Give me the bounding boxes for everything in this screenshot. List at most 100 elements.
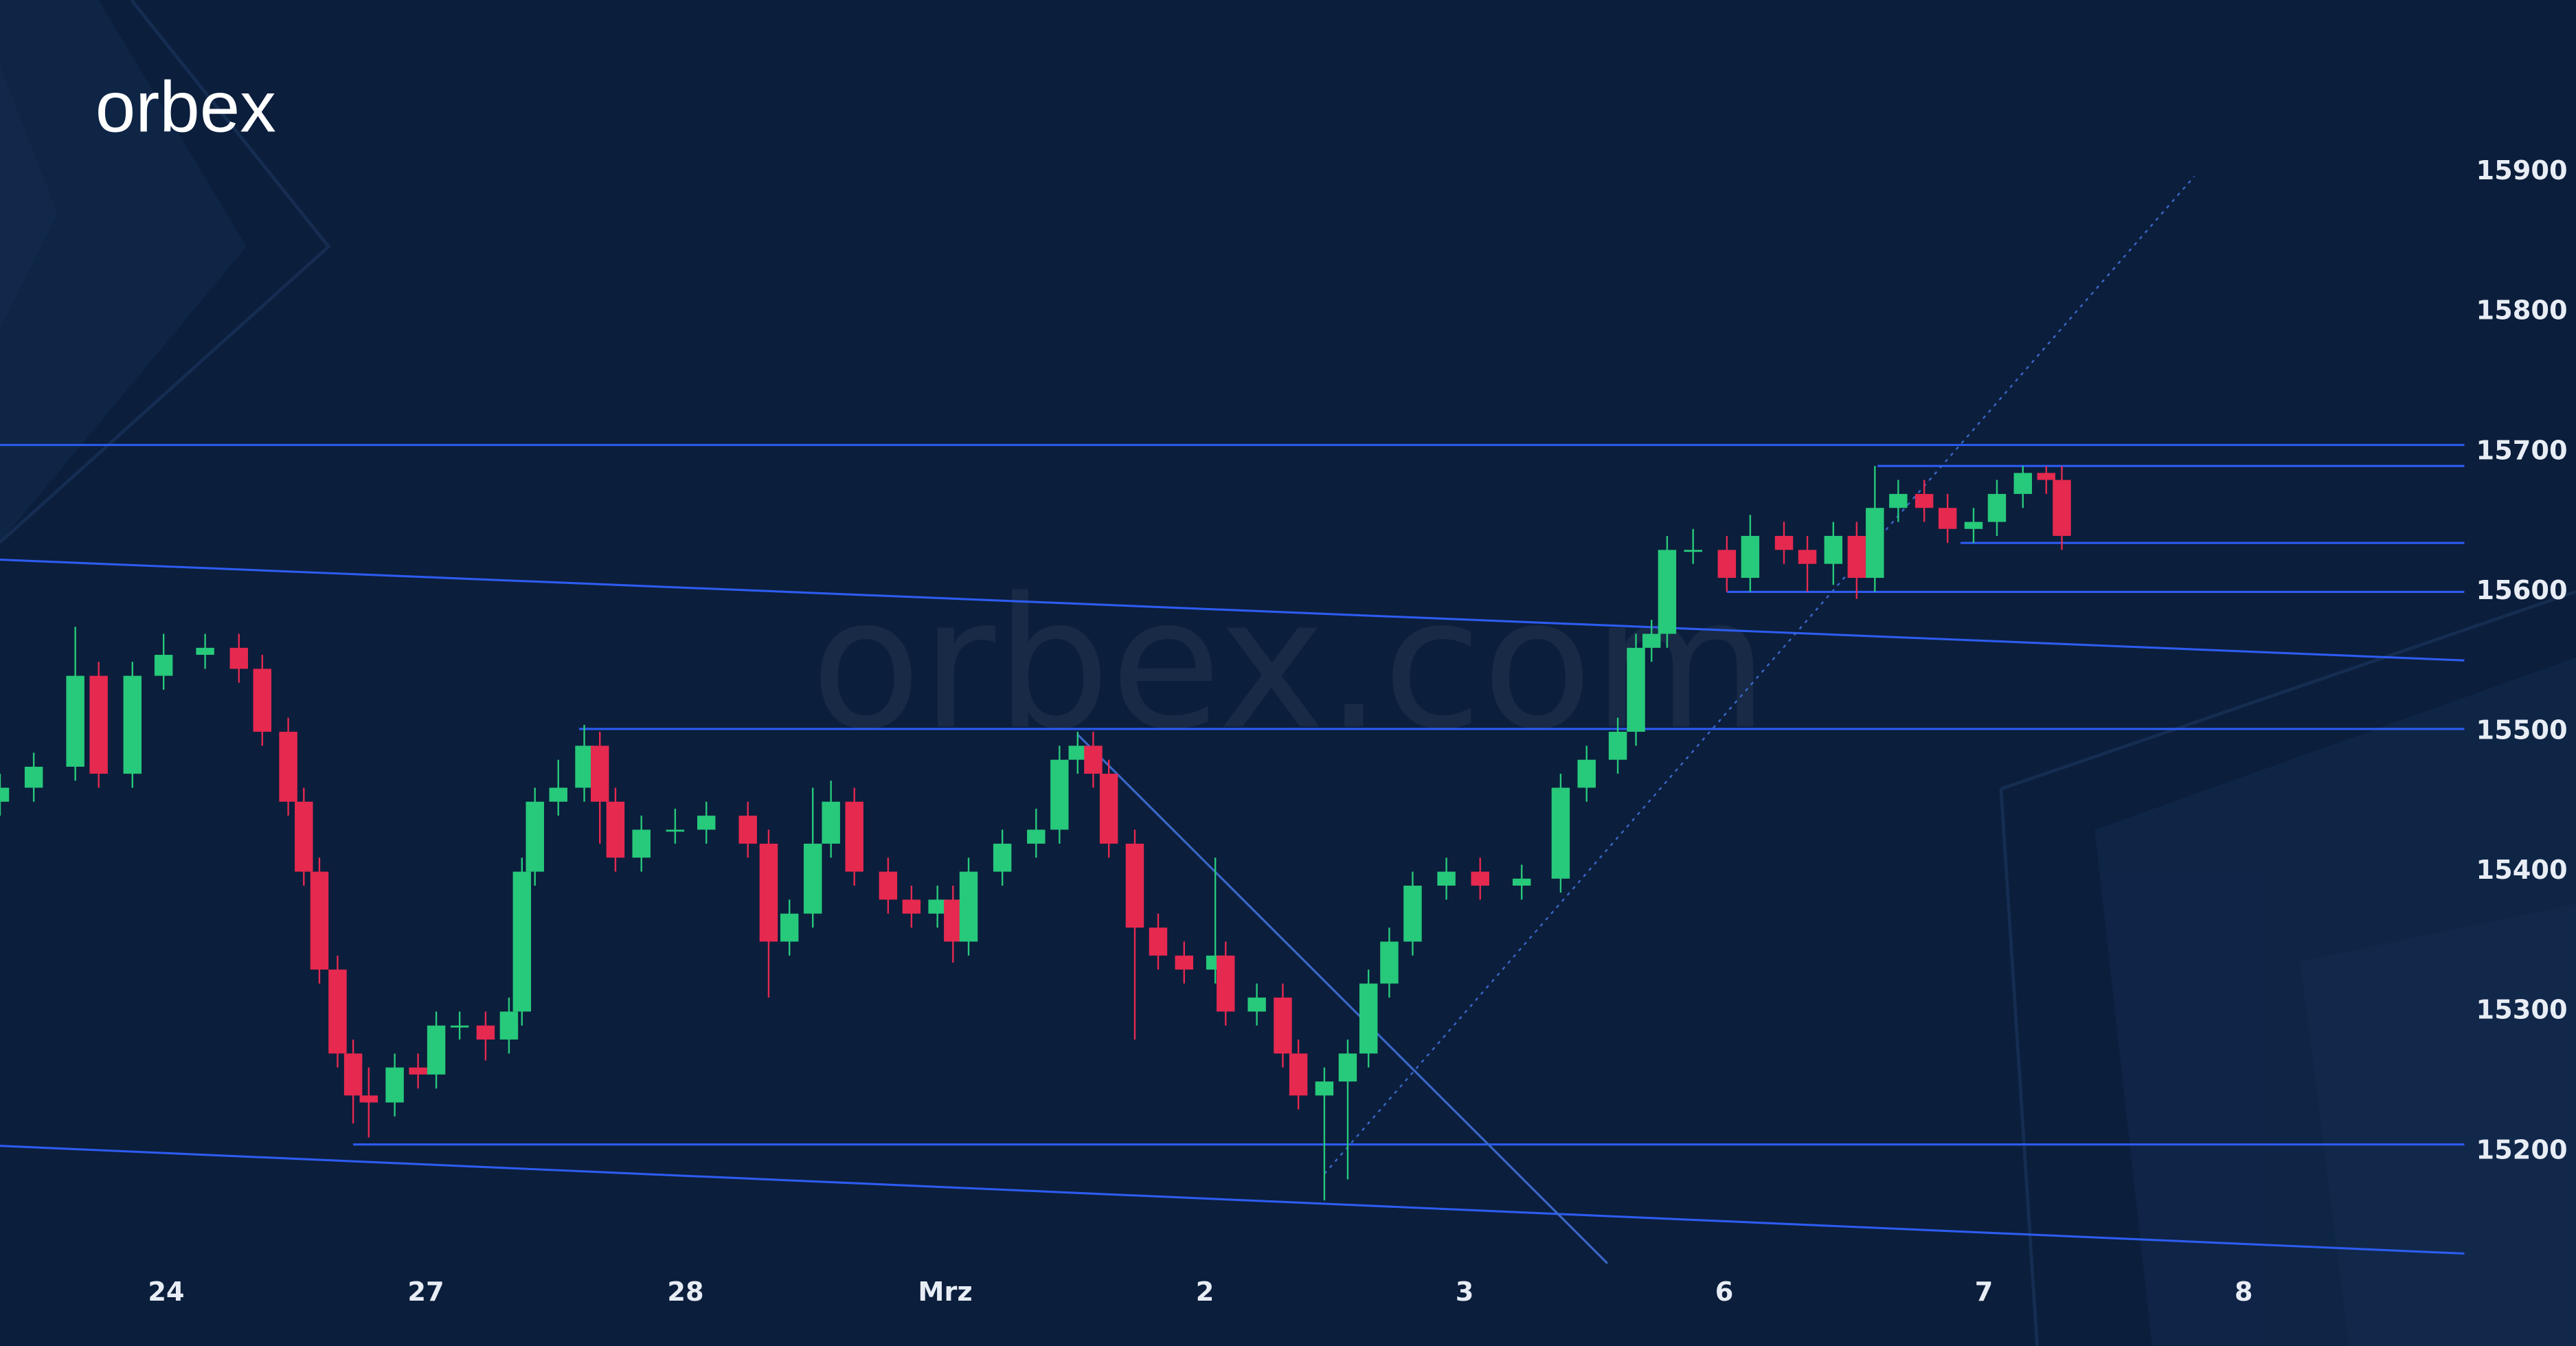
candle-body xyxy=(229,647,249,669)
candle-body xyxy=(1084,745,1103,774)
candle-body xyxy=(803,843,822,914)
trend-line xyxy=(0,1145,2465,1255)
x-tick-label: 2 xyxy=(1196,1277,1214,1308)
candle-body xyxy=(959,871,978,942)
x-tick-label: 3 xyxy=(1456,1277,1474,1308)
y-tick-label: 15800 xyxy=(2476,295,2568,326)
candle-body xyxy=(1338,1053,1357,1082)
y-tick-label: 15900 xyxy=(2476,155,2568,186)
candle-body xyxy=(295,801,313,872)
candle-body xyxy=(1774,535,1794,550)
candle-body xyxy=(1217,955,1235,1012)
candle-body xyxy=(1798,550,1817,564)
candle-body xyxy=(499,1011,519,1040)
candle-body xyxy=(1099,774,1118,844)
y-tick-label: 15500 xyxy=(2476,715,2568,746)
shape xyxy=(2094,657,2576,1346)
y-tick-label: 15600 xyxy=(2476,575,2568,606)
candle-body xyxy=(632,829,651,858)
candle-body xyxy=(1125,843,1144,928)
candle-body xyxy=(822,801,840,844)
candle-body xyxy=(902,899,921,914)
candle-body xyxy=(1608,732,1627,760)
shape xyxy=(0,65,58,329)
candle-body xyxy=(549,787,567,802)
trend-line xyxy=(0,559,2465,662)
candle-body xyxy=(24,766,43,788)
candle-body xyxy=(738,816,757,844)
candle-body xyxy=(1380,941,1399,984)
candle-body xyxy=(780,913,799,942)
candle-body xyxy=(1403,885,1422,942)
shape xyxy=(0,0,331,544)
candle-body xyxy=(1741,535,1760,579)
candle-body xyxy=(1437,871,1456,886)
candle-body xyxy=(1315,1081,1334,1096)
candle-body xyxy=(1658,550,1677,634)
candle-body xyxy=(476,1025,495,1040)
candle-body xyxy=(1987,493,2007,522)
candle-body xyxy=(1359,983,1378,1054)
candle-body xyxy=(1717,550,1737,579)
candle-body xyxy=(66,675,84,767)
candle-body xyxy=(328,969,347,1054)
candle-body xyxy=(89,675,108,774)
trend-line xyxy=(1324,175,2195,1175)
candle-body xyxy=(1914,493,1934,508)
x-tick-label: 24 xyxy=(148,1277,184,1308)
shape xyxy=(1999,788,2039,1346)
candle-body xyxy=(1175,955,1194,970)
candle-body xyxy=(697,816,716,830)
candle-body xyxy=(928,899,947,914)
candle-body xyxy=(1027,829,1046,844)
candle-body xyxy=(2013,473,2033,494)
x-tick-label: 27 xyxy=(407,1277,444,1308)
candle-body xyxy=(0,787,10,802)
candle-body xyxy=(1938,508,1957,529)
candle-body xyxy=(196,647,214,655)
candle-body xyxy=(450,1025,469,1028)
candle-body xyxy=(606,801,625,858)
x-tick-label: 7 xyxy=(1975,1277,1993,1308)
candle-body xyxy=(575,745,594,788)
candle-body xyxy=(1642,633,1661,648)
candle-body xyxy=(1684,550,1702,552)
candle-body xyxy=(1149,928,1168,956)
shape xyxy=(0,0,247,543)
x-tick-label: 28 xyxy=(667,1277,703,1308)
plot: 15200 15300 15400 15500 15600 15700 15800 15900… xyxy=(0,155,2568,1308)
candle-body xyxy=(1512,878,1531,886)
candle-body xyxy=(1627,647,1645,732)
candle-body xyxy=(2053,480,2071,536)
candle-body xyxy=(845,801,863,872)
x-tick-label: 8 xyxy=(2235,1277,2253,1308)
candle-body xyxy=(526,801,544,872)
candle-body xyxy=(1577,759,1596,788)
shape xyxy=(2000,590,2576,791)
candle-body xyxy=(427,1025,446,1075)
candle-body xyxy=(385,1067,404,1103)
candle-body xyxy=(512,871,532,1012)
candle-body xyxy=(1847,535,1866,579)
x-tick-label: 6 xyxy=(1715,1277,1734,1308)
candle-body xyxy=(1889,493,1908,508)
candle-body xyxy=(359,1095,379,1103)
candle-body xyxy=(1050,759,1069,830)
y-tick-label: 15300 xyxy=(2476,995,2568,1026)
candle-body xyxy=(253,669,272,732)
logo: orbex xyxy=(95,67,276,147)
candle-body xyxy=(1824,535,1843,564)
candle-body xyxy=(1289,1053,1308,1096)
candle-body xyxy=(1964,521,1983,529)
candle-body xyxy=(409,1067,427,1075)
shape xyxy=(2300,904,2576,1346)
y-tick-label: 15200 xyxy=(2476,1134,2568,1165)
candle-body xyxy=(759,843,778,942)
candle-body xyxy=(1274,997,1292,1054)
y-tick-label: 15700 xyxy=(2476,435,2568,466)
candle-body xyxy=(154,655,173,676)
